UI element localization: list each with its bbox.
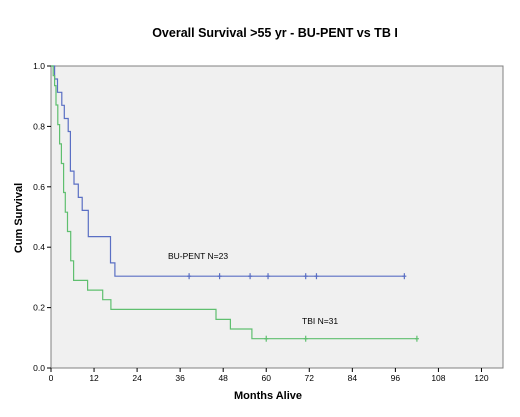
- y-tick-label: 0.0: [33, 363, 45, 373]
- y-tick-label: 1.0: [33, 61, 45, 71]
- tbi-censor-mark: [303, 335, 308, 342]
- bu-pent-censor-mark: [217, 273, 222, 280]
- bu-pent-censor-mark: [248, 273, 253, 280]
- y-tick-label: 0.2: [33, 303, 45, 313]
- y-tick-label: 0.8: [33, 121, 45, 131]
- x-tick-label: 36: [175, 373, 185, 383]
- tbi-annotation: TBI N=31: [302, 316, 338, 326]
- plot-area: [50, 65, 504, 369]
- x-tick-label: 24: [132, 373, 142, 383]
- bu-pent-survival-line: [51, 65, 405, 277]
- tbi-censor-mark: [264, 335, 269, 342]
- x-tick-label: 60: [262, 373, 272, 383]
- x-tick-label: 96: [391, 373, 401, 383]
- x-tick-label: 108: [431, 373, 445, 383]
- tbi-censor-mark: [414, 335, 419, 342]
- x-tick-label: 72: [305, 373, 315, 383]
- tbi-survival-line: [51, 65, 417, 340]
- y-axis-title: Cum Survival: [13, 183, 25, 253]
- x-axis-title: Months Alive: [234, 390, 302, 402]
- x-axis: 0 12 24 36 48 60 72 84 96 108 120: [49, 368, 489, 383]
- y-tick-label: 0.6: [33, 182, 45, 192]
- bu-pent-censor-mark: [187, 273, 192, 280]
- bupent-annotation: BU-PENT N=23: [168, 251, 228, 261]
- x-tick-label: 12: [89, 373, 99, 383]
- chart-title: Overall Survival >55 yr - BU-PENT vs TB …: [152, 26, 398, 40]
- x-tick-label: 120: [474, 373, 488, 383]
- bu-pent-censor-mark: [314, 273, 319, 280]
- bu-pent-censor-mark: [266, 273, 271, 280]
- y-axis: 0.0 0.2 0.4 0.6 0.8 1.0: [33, 61, 51, 373]
- bu-pent-censor-mark: [402, 273, 407, 280]
- y-tick-label: 0.4: [33, 242, 45, 252]
- bu-pent-censor-mark: [303, 273, 308, 280]
- series-layer: [51, 65, 419, 342]
- x-tick-label: 84: [348, 373, 358, 383]
- x-tick-label: 0: [49, 373, 54, 383]
- x-tick-label: 48: [218, 373, 228, 383]
